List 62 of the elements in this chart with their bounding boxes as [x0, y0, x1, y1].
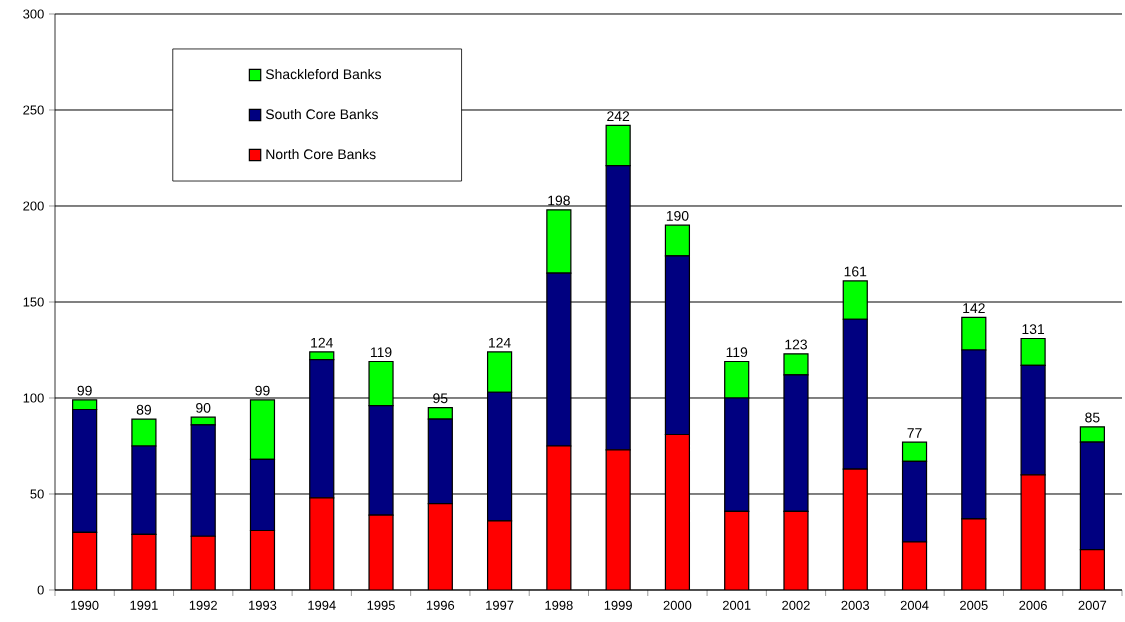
- bar: [664, 433, 691, 590]
- legend-label: North Core Banks: [266, 148, 376, 160]
- bar: [605, 449, 631, 590]
- x-tick-label: 2000: [663, 600, 692, 610]
- bar: [1020, 474, 1046, 590]
- total-label: 124: [489, 337, 511, 348]
- y-tick-label: 150: [23, 297, 44, 307]
- bar: [901, 541, 928, 590]
- x-tick-label: 1994: [308, 600, 336, 610]
- total-label: 123: [785, 339, 807, 350]
- bar: [486, 520, 513, 590]
- total-label: 85: [1085, 412, 1100, 423]
- x-tick-label: 2005: [960, 600, 988, 610]
- total-label: 119: [726, 347, 748, 358]
- bar: [190, 535, 216, 590]
- x-tick-label: 1996: [426, 600, 455, 610]
- total-label: 77: [907, 428, 922, 438]
- x-tick-label: 1991: [130, 600, 158, 610]
- x-tick-label: 1995: [367, 600, 395, 610]
- x-tick-label: 2006: [1019, 600, 1047, 610]
- x-tick-label: 2007: [1078, 600, 1107, 610]
- total-label: 131: [1022, 324, 1045, 335]
- total-label: 242: [607, 111, 630, 121]
- bar: [783, 510, 809, 590]
- bar: [72, 531, 98, 590]
- total-label: 190: [666, 210, 689, 221]
- x-tick-label: 1999: [604, 600, 632, 610]
- x-tick-label: 1993: [249, 600, 277, 610]
- total-label: 124: [311, 337, 333, 348]
- x-tick-label: 2002: [782, 600, 810, 610]
- y-tick-label: 100: [23, 393, 44, 403]
- bar: [427, 502, 453, 590]
- y-tick-label: 50: [30, 489, 44, 499]
- total-label: 90: [196, 402, 211, 413]
- bar: [961, 518, 987, 590]
- total-label: 119: [370, 347, 392, 358]
- x-tick-label: 1992: [189, 600, 217, 610]
- y-tick-label: 0: [37, 585, 44, 595]
- x-tick-label: 2003: [841, 600, 870, 610]
- x-tick-label: 1990: [71, 600, 99, 610]
- total-label: 198: [548, 195, 570, 206]
- x-tick-label: 2004: [900, 600, 929, 610]
- bar: [309, 497, 335, 590]
- x-tick-label: 1997: [486, 600, 514, 610]
- total-label: 95: [433, 393, 448, 404]
- total-label: 161: [844, 266, 867, 277]
- bar: [1079, 549, 1105, 590]
- bar: [842, 468, 868, 590]
- total-label: 99: [77, 385, 92, 396]
- total-label: 99: [255, 385, 270, 396]
- total-label: 142: [963, 303, 985, 313]
- legend-label: Shackleford Banks: [265, 68, 382, 80]
- y-tick-label: 250: [23, 105, 44, 115]
- bar: [546, 445, 572, 590]
- y-tick-label: 200: [23, 201, 44, 211]
- total-label: 89: [136, 404, 152, 415]
- bar: [724, 510, 750, 590]
- y-tick-label: 300: [23, 9, 44, 19]
- x-tick-label: 1998: [545, 600, 573, 610]
- legend-label: South Core Banks: [265, 108, 378, 120]
- bar: [249, 529, 276, 590]
- x-tick-label: 2001: [722, 600, 751, 610]
